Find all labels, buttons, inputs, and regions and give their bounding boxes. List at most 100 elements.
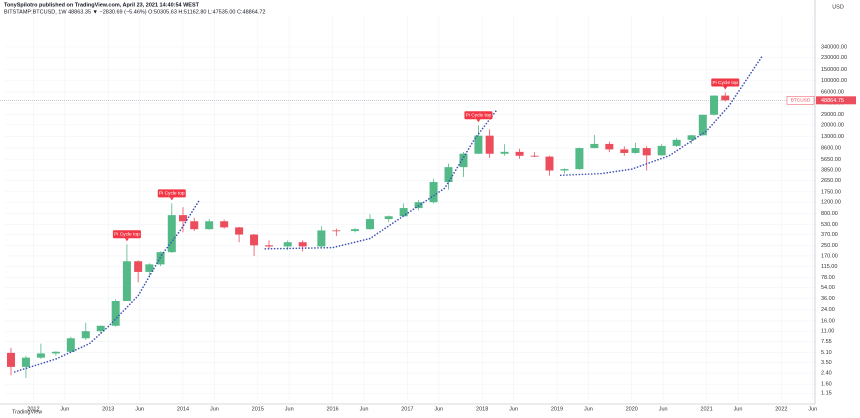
candle-body xyxy=(145,264,154,272)
x-tick-label: 2021 xyxy=(700,406,712,412)
x-tick-label: Jun xyxy=(135,406,144,412)
candle-body xyxy=(220,221,229,228)
candle-body xyxy=(351,229,360,232)
candle-body xyxy=(485,135,494,154)
annotation-box xyxy=(711,78,740,87)
x-tick-label: 2015 xyxy=(252,406,264,412)
y-tick-label: 230000.00 xyxy=(821,55,847,61)
y-tick-label: 24.00 xyxy=(821,307,835,313)
y-tick-label: 8600.00 xyxy=(821,146,841,152)
annotation-pointer xyxy=(169,197,174,201)
source-logo: TradingView xyxy=(12,409,42,415)
y-tick-label: 1750.00 xyxy=(821,189,841,195)
candle-body xyxy=(631,148,640,153)
y-tick-label: 29000.00 xyxy=(821,112,844,118)
chart-title: TonySpilotro published on TradingView.co… xyxy=(4,2,200,8)
y-tick-label: 2.40 xyxy=(821,370,832,376)
candle-body xyxy=(545,156,554,171)
chart-subtitle: BITSTAMP:BTCUSD, 1W 48863.35 ▼ −2830.69 … xyxy=(4,9,265,15)
annotation: Pi Cycle top xyxy=(711,78,740,90)
y-tick-label: 36.00 xyxy=(821,296,835,302)
candle-body xyxy=(167,215,176,253)
price-symbol-box xyxy=(786,96,815,105)
candle-body xyxy=(642,148,651,156)
y-tick-label: 1.15 xyxy=(821,391,832,397)
candle-body xyxy=(399,208,408,217)
y-tick-label: 16.00 xyxy=(821,318,835,324)
currency-label: USD xyxy=(832,4,844,10)
candle-body xyxy=(134,261,143,272)
candle-body xyxy=(265,245,274,247)
candle-body xyxy=(590,143,599,149)
annotation-box xyxy=(157,189,186,198)
x-tick-label: 2020 xyxy=(626,406,638,412)
x-tick-label: Jun xyxy=(60,406,69,412)
candle-body xyxy=(317,230,326,247)
candle-body xyxy=(530,155,539,157)
y-tick-label: 78.00 xyxy=(821,275,835,281)
x-tick-label: Jun xyxy=(584,406,593,412)
candle-body xyxy=(250,234,259,246)
x-tick-label: Jun xyxy=(509,406,518,412)
candle-body xyxy=(698,114,707,136)
annotation-text: Pi Cycle top xyxy=(466,113,492,119)
candle-body xyxy=(298,242,307,247)
candle-body xyxy=(66,338,75,352)
x-tick-label: Jun xyxy=(285,406,294,412)
x-tick-label: 2017 xyxy=(401,406,413,412)
annotation-box xyxy=(464,111,493,120)
annotation-pointer xyxy=(476,119,481,123)
candle-body xyxy=(190,221,199,230)
x-tick-label: Jun xyxy=(210,406,219,412)
y-tick-label: 800.00 xyxy=(821,211,838,217)
x-tick-label: Jun xyxy=(434,406,443,412)
trend-curve xyxy=(13,199,201,373)
x-tick-label: 2016 xyxy=(326,406,338,412)
y-tick-label: 170.00 xyxy=(821,253,838,259)
grid xyxy=(5,16,815,400)
candle-body xyxy=(710,95,719,115)
candle-body xyxy=(111,300,120,326)
y-tick-label: 54.00 xyxy=(821,285,835,291)
y-tick-label: 1200.00 xyxy=(821,200,841,206)
candle-body xyxy=(575,148,584,170)
x-tick-label: 2022 xyxy=(775,406,787,412)
candle-body xyxy=(365,219,374,230)
y-tick-label: 20000.00 xyxy=(821,122,844,128)
y-tick-label: 530.00 xyxy=(821,222,838,228)
candle-body xyxy=(444,167,453,183)
y-tick-label: 250.00 xyxy=(821,243,838,249)
candle-body xyxy=(515,151,524,156)
candle-body xyxy=(122,261,131,301)
candle-body xyxy=(474,135,483,154)
candle-body xyxy=(605,143,614,150)
candle-body xyxy=(205,221,214,230)
x-tick-label: Jun xyxy=(659,406,668,412)
x-tick-label: Jun xyxy=(734,406,743,412)
y-tick-label: 66000.00 xyxy=(821,90,844,96)
x-tick-label: Jun xyxy=(808,406,817,412)
x-tick-label: 2018 xyxy=(476,406,488,412)
candle-body xyxy=(51,351,60,354)
y-tick-label: 3850.00 xyxy=(821,168,841,174)
y-tick-label: 3.50 xyxy=(821,360,832,366)
annotation: Pi Cycle top xyxy=(157,189,186,201)
candle-body xyxy=(36,353,45,358)
annotation-text: Pi Cycle top xyxy=(114,232,140,238)
y-tick-label: 2650.00 xyxy=(821,178,841,184)
candle-body xyxy=(21,357,30,367)
candle-body xyxy=(283,242,292,247)
y-tick-label: 11.00 xyxy=(821,329,834,335)
y-tick-label: 5650.00 xyxy=(821,157,841,163)
x-tick-label: 2014 xyxy=(177,406,189,412)
annotation-box xyxy=(112,230,141,239)
candle-body xyxy=(500,151,509,154)
candle-body xyxy=(459,153,468,168)
annotation-text: Pi Cycle top xyxy=(159,191,185,197)
x-tick-label: 2012 xyxy=(27,406,39,412)
y-tick-label: 340000.00 xyxy=(821,44,847,50)
candle-body xyxy=(672,139,681,146)
trend-curve xyxy=(559,54,764,177)
candle-body xyxy=(81,331,90,339)
candle-body xyxy=(332,230,341,232)
